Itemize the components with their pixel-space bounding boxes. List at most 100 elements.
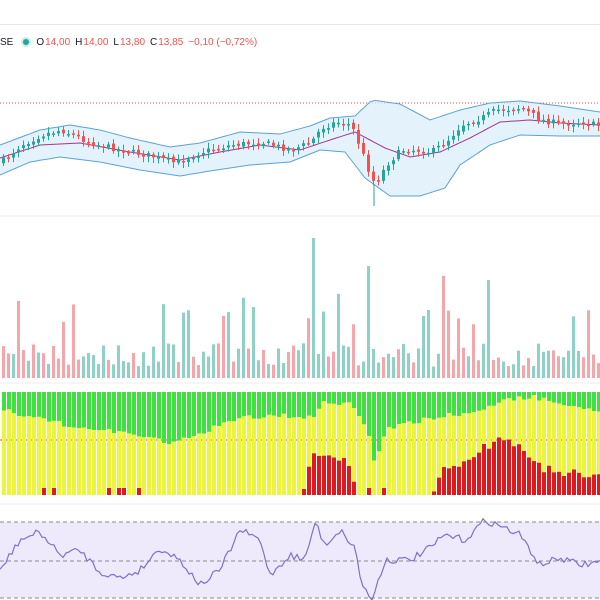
zone-column (117, 392, 121, 495)
zone-green-segment (302, 392, 306, 419)
zone-column (127, 392, 131, 495)
zone-yellow-segment (22, 416, 26, 495)
candle-body (72, 133, 75, 135)
zone-green-segment (247, 392, 251, 416)
zone-green-segment (167, 392, 171, 445)
candle-body (287, 148, 290, 151)
symbol-name[interactable]: SE (0, 36, 14, 48)
zone-column (407, 392, 411, 495)
volume-bar (467, 356, 470, 378)
zone-green-segment (567, 392, 571, 407)
candle-body (347, 124, 350, 126)
volume-bar (462, 347, 465, 378)
volume-bar (292, 345, 295, 378)
volume-bar (312, 238, 315, 378)
candle-body (442, 145, 445, 147)
open-value: 14,00 (45, 36, 71, 48)
volume-bar (237, 348, 240, 378)
zone-red-segment (117, 488, 121, 495)
zone-green-segment (172, 392, 176, 442)
zone-green-segment (227, 392, 231, 422)
candle-body (162, 155, 165, 158)
zone-yellow-segment (427, 418, 431, 495)
zone-yellow-segment (487, 405, 491, 449)
zone-column (237, 392, 241, 495)
volume-bar (482, 343, 485, 378)
zone-green-segment (492, 392, 496, 406)
zone-green-segment (57, 392, 61, 422)
zone-column (42, 392, 46, 495)
candle-body (342, 123, 345, 126)
zone-yellow-segment (277, 416, 281, 495)
zone-red-segment (442, 467, 446, 495)
zone-yellow-segment (472, 412, 476, 458)
zone-green-segment (52, 392, 56, 421)
zone-green-segment (7, 392, 11, 410)
zone-green-segment (107, 392, 111, 430)
zone-red-segment (352, 481, 356, 495)
candle-body (412, 150, 415, 153)
zone-yellow-segment (572, 406, 576, 470)
candle-body (422, 151, 425, 154)
zone-yellow-segment (202, 433, 206, 495)
zone-green-segment (22, 392, 26, 417)
zone-green-segment (77, 392, 81, 428)
zone-green-segment (122, 392, 126, 432)
volume-bar (17, 301, 20, 378)
zone-red-segment (332, 457, 336, 495)
zone-column (242, 392, 246, 495)
zone-column (57, 392, 61, 495)
zone-red-segment (52, 488, 56, 495)
zone-column (322, 392, 326, 495)
volume-bar (557, 356, 560, 378)
zone-column (92, 392, 96, 495)
volume-bar (407, 353, 410, 378)
zone-column (477, 392, 481, 495)
zone-column (147, 392, 151, 495)
candle-body (67, 134, 70, 136)
zone-green-segment (467, 392, 471, 414)
candle-body (472, 122, 475, 125)
zone-column (517, 392, 521, 495)
candle-body (532, 109, 535, 113)
candle-body (577, 123, 580, 125)
zone-green-segment (97, 392, 101, 431)
candle-body (312, 138, 315, 143)
volume-bar (232, 361, 235, 378)
zone-green-segment (422, 392, 426, 418)
candle-body (367, 154, 370, 172)
candle-body (37, 138, 40, 143)
volume-bar (442, 275, 445, 378)
candle-body (552, 119, 555, 124)
zone-red-segment (107, 488, 111, 495)
zone-yellow-segment (217, 426, 221, 495)
zone-green-segment (117, 392, 121, 432)
volume-bar (592, 354, 595, 378)
zone-red-segment (557, 471, 561, 495)
volume-bar (477, 360, 480, 378)
zone-column (502, 392, 506, 495)
zone-yellow-segment (132, 434, 136, 495)
volume-bar (437, 353, 440, 378)
candle-body (282, 144, 285, 151)
volume-bar (337, 294, 340, 378)
zone-yellow-segment (452, 415, 456, 466)
zone-yellow-segment (562, 405, 566, 477)
zone-yellow-segment (57, 421, 61, 495)
zone-yellow-segment (547, 401, 551, 466)
candle-body (112, 143, 115, 152)
volume-bar (267, 364, 270, 378)
zone-green-segment (292, 392, 296, 418)
zone-column (192, 392, 196, 495)
zone-red-segment (597, 474, 600, 495)
volume-bar (272, 364, 275, 378)
zone-yellow-segment (592, 411, 596, 475)
zone-green-segment (197, 392, 201, 434)
zone-green-segment (562, 392, 566, 406)
zone-column (67, 392, 71, 495)
candle-body (332, 122, 335, 128)
candle-body (272, 142, 275, 146)
zone-red-segment (382, 488, 386, 495)
zone-yellow-segment (357, 416, 361, 495)
